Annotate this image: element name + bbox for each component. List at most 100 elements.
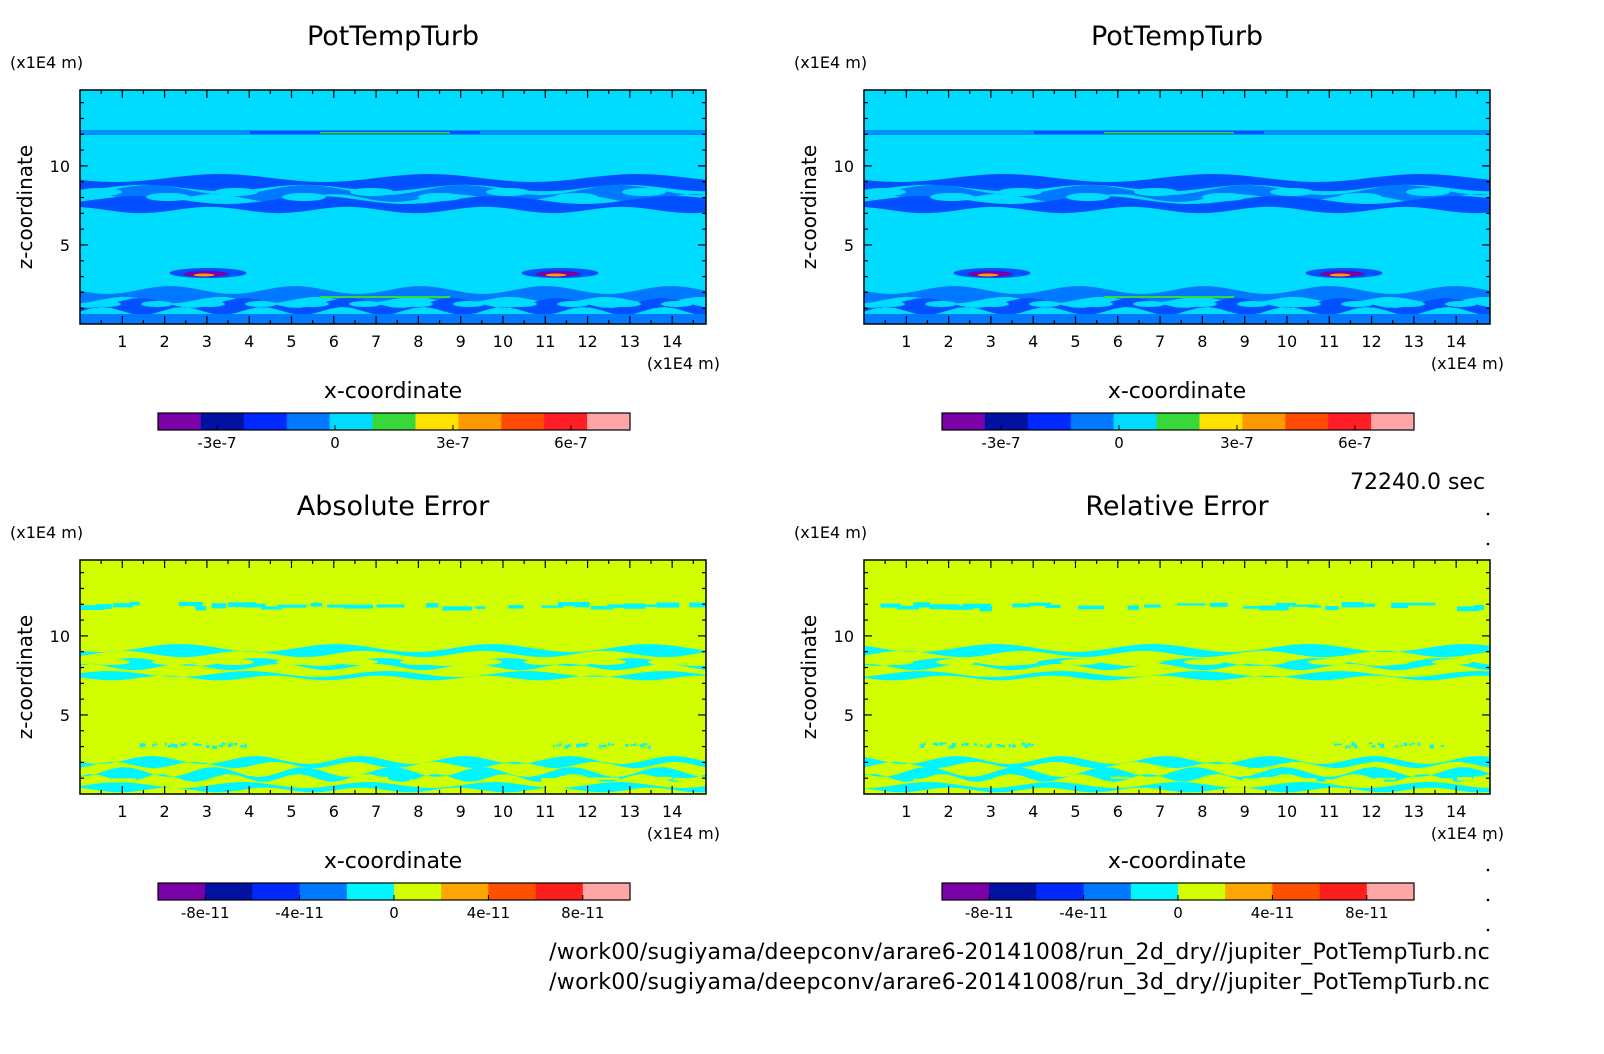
error-patch — [1412, 742, 1416, 745]
y-unit-label: (x1E4 m) — [10, 53, 83, 72]
error-patch — [599, 744, 602, 749]
colorbar-label: 8e-11 — [561, 904, 604, 922]
colorbar-segment — [1242, 413, 1286, 430]
error-patch — [656, 602, 680, 608]
bottom-swirl-gap — [609, 301, 641, 307]
colorbar-segment — [458, 413, 502, 430]
chart-panel-2: PotTempTurb(x1E4 m)1 2 3 4 5 6 7 8 9 10 11 12 13 1451… — [794, 21, 1504, 452]
error-bottom-band-3 — [864, 782, 1490, 793]
error-bottom-band-1 — [864, 756, 1490, 769]
error-gap — [96, 778, 124, 783]
colorbar-segment — [441, 883, 489, 900]
error-gap — [586, 659, 626, 665]
error-patch — [167, 744, 171, 748]
swirl-gap — [1134, 188, 1178, 196]
error-gap — [1061, 778, 1073, 782]
error-patch — [243, 744, 247, 748]
chart-title: Absolute Error — [297, 491, 490, 522]
x-unit-label: (x1E4 m) — [647, 354, 720, 373]
colorbar-label: 6e-7 — [1338, 434, 1372, 452]
error-patch — [979, 606, 993, 612]
x-tick-label: 11 — [535, 332, 555, 351]
error-gap — [1292, 778, 1317, 781]
x-tick-label: 6 — [1113, 802, 1123, 821]
error-patch — [962, 603, 992, 609]
error-gap — [1127, 777, 1142, 780]
error-patch — [139, 743, 146, 747]
swirl-gap — [554, 193, 598, 201]
error-patch — [1358, 603, 1376, 607]
y-unit-label: (x1E4 m) — [794, 53, 867, 72]
error-patch — [1409, 743, 1412, 746]
bottom-band-2 — [80, 298, 706, 315]
error-gap — [1370, 659, 1410, 665]
x-tick-label: 7 — [1155, 332, 1165, 351]
error-gap — [557, 778, 578, 781]
colorbar-segment — [1371, 413, 1415, 430]
bottom-swirl-gap — [89, 301, 121, 307]
colorbar-label: 0 — [1173, 904, 1183, 922]
y-tick-label: 10 — [834, 627, 854, 646]
colorbar-segment — [942, 413, 986, 430]
error-patch — [1028, 602, 1052, 606]
error-patch — [1394, 745, 1399, 748]
error-patch — [129, 601, 140, 606]
colorbar-segment — [984, 413, 1029, 430]
error-patch — [581, 744, 587, 747]
error-gap — [400, 659, 440, 665]
colorbar-segment — [587, 413, 631, 430]
error-mid-band-3 — [80, 671, 706, 681]
error-gap — [913, 778, 936, 781]
chart-title: PotTempTurb — [1091, 21, 1263, 52]
swirl-gap — [1270, 188, 1314, 196]
error-patch — [555, 744, 559, 747]
bottom-swirl-gap — [1237, 301, 1269, 307]
error-patch — [1078, 605, 1105, 610]
error-patch — [508, 605, 524, 609]
bottom-swirl-gap — [193, 301, 225, 307]
x-tick-label: 14 — [1446, 332, 1466, 351]
x-tick-label: 10 — [1277, 802, 1297, 821]
x-tick-label: 9 — [456, 332, 466, 351]
colorbar-segment — [372, 413, 416, 430]
error-patch — [1275, 603, 1297, 607]
mid-band-3 — [80, 196, 706, 214]
error-patch — [576, 743, 581, 748]
colorbar-segment — [243, 413, 288, 430]
colorbar-segment — [329, 413, 373, 430]
error-gap — [1242, 778, 1269, 782]
swirl-gap — [930, 193, 974, 201]
x-tick-label: 7 — [371, 332, 381, 351]
x-tick-label: 4 — [244, 332, 254, 351]
error-patch — [1012, 603, 1031, 608]
error-patch — [193, 743, 198, 746]
error-patch — [1002, 745, 1005, 748]
chart-title: PotTempTurb — [307, 21, 479, 52]
x-tick-label: 8 — [413, 332, 423, 351]
error-patch — [557, 602, 577, 607]
error-gap — [211, 777, 237, 780]
error-patch — [178, 602, 203, 607]
y-axis-label: z-coordinate — [13, 615, 37, 739]
colorbar-label: 4e-11 — [467, 904, 510, 922]
error-mid-band-1 — [864, 644, 1490, 658]
x-tick-label: 11 — [1319, 802, 1339, 821]
error-gap — [673, 777, 701, 781]
error-gap — [541, 778, 565, 782]
x-tick-label: 4 — [1028, 332, 1038, 351]
error-patch — [1011, 744, 1016, 748]
error-patch — [1127, 605, 1139, 610]
bottom-swirl-gap — [1185, 301, 1217, 307]
error-gap — [874, 659, 914, 665]
error-patch — [1380, 744, 1385, 748]
error-patch — [142, 744, 146, 747]
bottom-highlight — [1104, 296, 1234, 298]
error-patch — [1368, 742, 1373, 744]
colorbar-segment — [205, 883, 253, 900]
swirl-gap — [486, 188, 530, 196]
error-gap — [656, 776, 672, 780]
x-tick-label: 14 — [662, 332, 682, 351]
error-patch — [227, 743, 232, 747]
error-patch — [929, 604, 960, 610]
swirl-gap — [350, 188, 394, 196]
